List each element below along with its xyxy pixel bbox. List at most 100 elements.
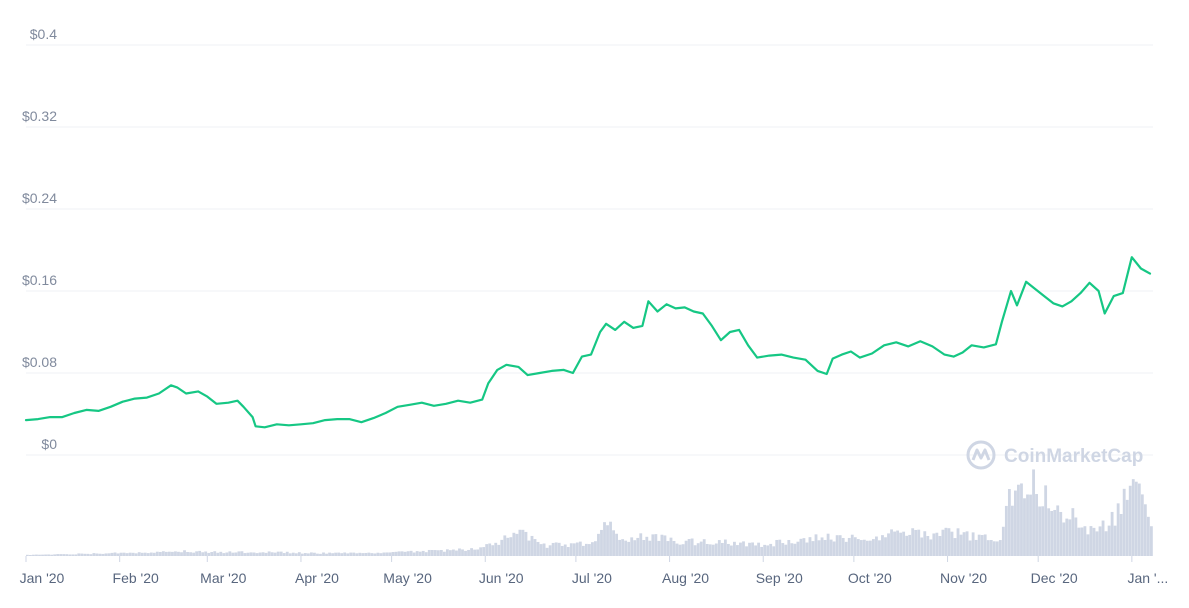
volume-bar (911, 528, 915, 556)
x-tick-label: Sep '20 (756, 570, 803, 586)
volume-bar (530, 535, 534, 556)
volume-bar (983, 534, 987, 556)
volume-bar (817, 540, 821, 556)
volume-bar (131, 552, 135, 556)
volume-bar (180, 552, 183, 556)
volume-bar (207, 552, 211, 556)
grid-lines (26, 44, 1153, 456)
volume-bar (914, 529, 918, 556)
volume-bar (920, 537, 924, 556)
volume-bar (657, 540, 661, 556)
volume-bar (584, 543, 588, 556)
volume-bar (334, 552, 338, 556)
volume-bar (382, 552, 386, 556)
volume-bar (104, 553, 108, 556)
volume-bar (433, 550, 437, 556)
volume-bar (630, 537, 634, 556)
volume-bar (119, 552, 123, 556)
volume-bar (1020, 483, 1023, 556)
volume-bar (938, 536, 942, 556)
volume-bar (714, 543, 718, 556)
volume-bar (527, 540, 531, 556)
volume-bar (615, 533, 619, 556)
volume-bar (545, 547, 549, 556)
volume-bar (865, 540, 869, 556)
volume-bar (609, 521, 612, 556)
coinmarketcap-logo-icon (966, 440, 996, 470)
volume-bar (322, 552, 325, 556)
x-tick-label: Mar '20 (200, 570, 246, 586)
volume-bar (161, 551, 165, 556)
volume-bar (726, 543, 730, 556)
volume-bar (745, 546, 748, 556)
volume-bar (65, 554, 69, 556)
volume-bar (313, 552, 316, 556)
volume-bar (171, 551, 174, 556)
volume-bar (881, 535, 884, 556)
volume-bar (711, 544, 715, 556)
volume-bar (905, 535, 909, 556)
volume-bar (1065, 518, 1069, 556)
volume-bar (328, 552, 331, 556)
volume-bar (1041, 506, 1045, 556)
volume-bar (1122, 488, 1126, 556)
volume-bar (648, 540, 652, 556)
volume-bar (844, 541, 848, 556)
volume-bar (158, 551, 162, 556)
volume-bar (1053, 509, 1057, 556)
volume-bar (146, 553, 150, 556)
volume-bar (195, 551, 199, 556)
volume-bar (908, 534, 912, 556)
volume-bar (651, 534, 655, 556)
volume-bar (896, 530, 899, 556)
volume-bar (899, 532, 903, 556)
y-axis: $0 $0.08 $0.16 $0.24 $0.32 $0.4 (22, 26, 57, 452)
volume-bar (1023, 498, 1026, 556)
volume-bar (624, 540, 628, 556)
volume-bar (524, 531, 528, 556)
price-line[interactable] (24, 256, 1152, 429)
volume-bar (1092, 527, 1096, 556)
volume-bar (406, 551, 410, 556)
volume-bar (337, 552, 341, 556)
volume-bar (237, 551, 241, 556)
volume-bar (1128, 485, 1132, 556)
volume-bar (216, 552, 220, 556)
volume-bar (1014, 490, 1017, 556)
volume-bar (291, 552, 295, 556)
volume-bar (606, 525, 609, 556)
volume-bar (358, 552, 362, 556)
volume-bars (26, 469, 1153, 556)
volume-bar (941, 529, 945, 556)
volume-bar (820, 537, 824, 556)
volume-bar (467, 549, 470, 556)
volume-bar (678, 544, 682, 556)
volume-bar (639, 533, 643, 556)
volume-bar (325, 553, 328, 556)
volume-bar (1149, 526, 1153, 556)
volume-bar (361, 553, 365, 556)
volume-bar (201, 552, 205, 556)
volume-bar (47, 554, 50, 556)
volume-bar (470, 548, 473, 556)
volume-bar (273, 552, 277, 556)
volume-bar (168, 551, 171, 556)
volume-bar (932, 533, 936, 556)
volume-bar (832, 541, 836, 556)
volume-bar (149, 552, 153, 556)
volume-bar (455, 550, 458, 556)
y-tick-label: $0.16 (22, 272, 57, 288)
volume-bar (177, 551, 180, 556)
volume-bar (766, 545, 770, 556)
volume-bar (388, 552, 392, 556)
volume-bar (902, 531, 906, 556)
volume-bar (742, 541, 745, 556)
volume-bar (95, 553, 99, 556)
volume-bar (705, 543, 709, 556)
volume-bar (68, 554, 72, 556)
volume-bar (859, 540, 863, 556)
volume-bar (829, 539, 833, 556)
volume-bar (316, 553, 319, 556)
volume-bar (847, 537, 851, 556)
